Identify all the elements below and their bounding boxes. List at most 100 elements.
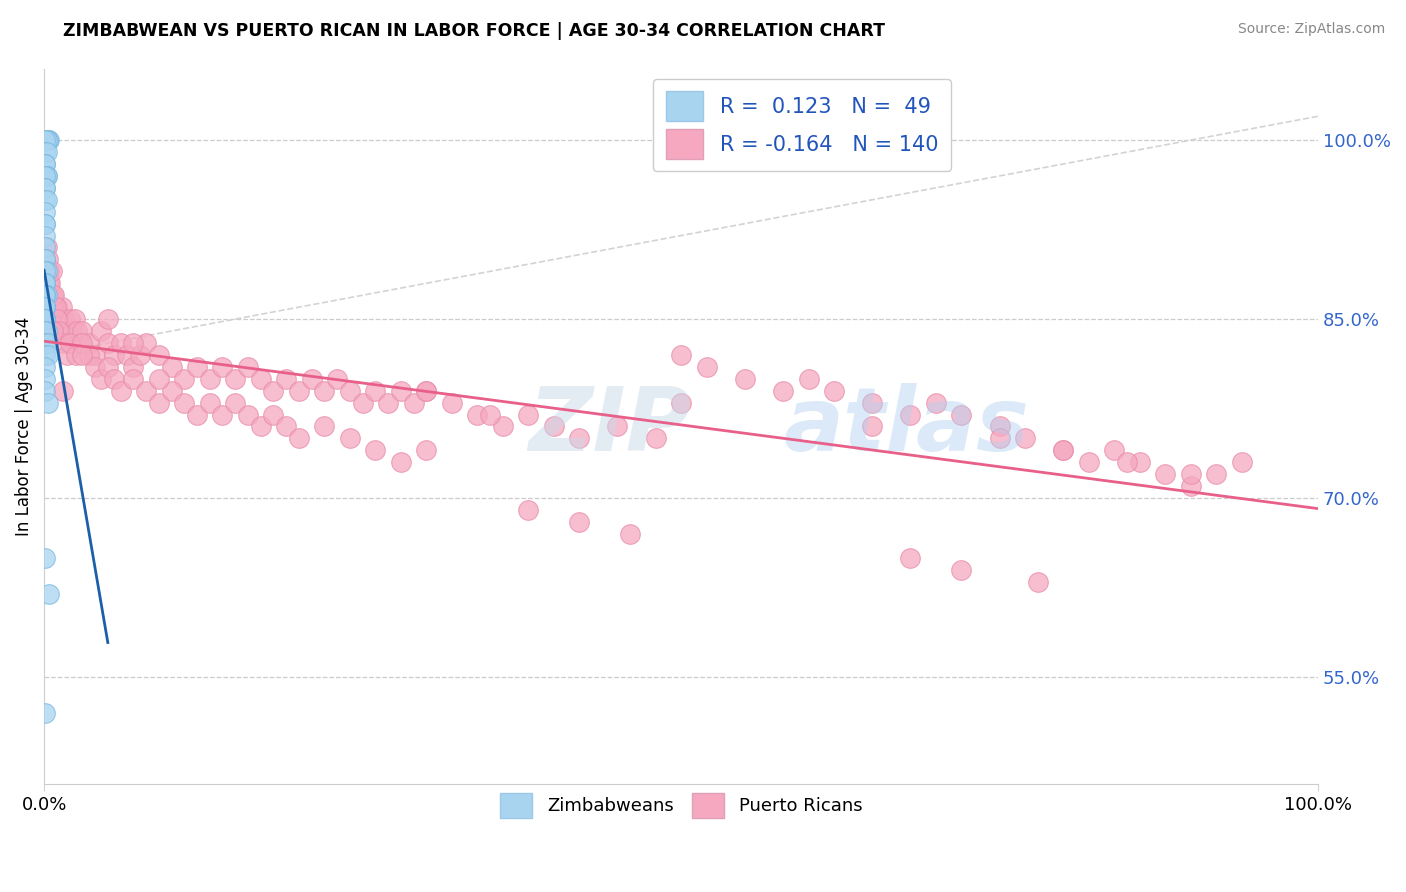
Point bbox=[900, 550, 922, 565]
Point bbox=[517, 408, 540, 422]
Point bbox=[135, 335, 157, 350]
Point bbox=[288, 384, 311, 398]
Point bbox=[415, 443, 437, 458]
Point bbox=[41, 300, 63, 314]
Point bbox=[39, 288, 62, 302]
Point bbox=[148, 372, 170, 386]
Point bbox=[35, 193, 58, 207]
Point bbox=[34, 300, 56, 314]
Point bbox=[34, 181, 56, 195]
Point bbox=[45, 312, 67, 326]
Point bbox=[58, 335, 80, 350]
Point bbox=[45, 300, 67, 314]
Point bbox=[1180, 467, 1202, 482]
Point bbox=[44, 288, 66, 302]
Point bbox=[900, 408, 922, 422]
Point bbox=[160, 384, 183, 398]
Point bbox=[415, 384, 437, 398]
Text: Source: ZipAtlas.com: Source: ZipAtlas.com bbox=[1237, 22, 1385, 37]
Point bbox=[34, 157, 56, 171]
Point bbox=[38, 586, 60, 600]
Point bbox=[160, 359, 183, 374]
Point bbox=[1205, 467, 1227, 482]
Point bbox=[51, 300, 73, 314]
Point bbox=[314, 419, 336, 434]
Point bbox=[37, 348, 59, 362]
Point bbox=[389, 384, 412, 398]
Point bbox=[42, 300, 65, 314]
Point bbox=[84, 348, 107, 362]
Point bbox=[34, 228, 56, 243]
Point bbox=[34, 312, 56, 326]
Point bbox=[339, 431, 361, 445]
Point bbox=[1052, 443, 1074, 458]
Point bbox=[42, 324, 65, 338]
Point bbox=[90, 324, 112, 338]
Point bbox=[314, 384, 336, 398]
Point bbox=[860, 419, 883, 434]
Point bbox=[198, 372, 221, 386]
Point bbox=[34, 384, 56, 398]
Point bbox=[276, 419, 298, 434]
Point bbox=[34, 335, 56, 350]
Point bbox=[34, 193, 56, 207]
Point bbox=[988, 419, 1011, 434]
Point bbox=[128, 348, 150, 362]
Point bbox=[988, 431, 1011, 445]
Point bbox=[1154, 467, 1177, 482]
Point bbox=[35, 264, 58, 278]
Point bbox=[301, 372, 323, 386]
Point bbox=[198, 395, 221, 409]
Point bbox=[236, 408, 259, 422]
Point bbox=[492, 419, 515, 434]
Point bbox=[35, 288, 58, 302]
Point bbox=[135, 384, 157, 398]
Point bbox=[211, 408, 233, 422]
Point bbox=[52, 335, 75, 350]
Point bbox=[173, 395, 195, 409]
Point bbox=[1104, 443, 1126, 458]
Point bbox=[34, 277, 56, 291]
Point bbox=[34, 312, 56, 326]
Point bbox=[249, 372, 271, 386]
Point bbox=[37, 252, 59, 267]
Point bbox=[1180, 479, 1202, 493]
Point bbox=[950, 408, 973, 422]
Point bbox=[950, 563, 973, 577]
Point bbox=[34, 359, 56, 374]
Point bbox=[148, 348, 170, 362]
Point bbox=[568, 431, 591, 445]
Point bbox=[122, 335, 145, 350]
Point bbox=[148, 395, 170, 409]
Point bbox=[41, 264, 63, 278]
Point bbox=[69, 335, 91, 350]
Point bbox=[115, 348, 138, 362]
Point bbox=[34, 288, 56, 302]
Point bbox=[34, 217, 56, 231]
Point bbox=[543, 419, 565, 434]
Point bbox=[65, 348, 87, 362]
Point bbox=[56, 348, 79, 362]
Point bbox=[34, 277, 56, 291]
Point bbox=[619, 526, 641, 541]
Point bbox=[84, 359, 107, 374]
Text: ZIMBABWEAN VS PUERTO RICAN IN LABOR FORCE | AGE 30-34 CORRELATION CHART: ZIMBABWEAN VS PUERTO RICAN IN LABOR FORC… bbox=[63, 22, 886, 40]
Point bbox=[389, 455, 412, 469]
Point bbox=[797, 372, 820, 386]
Point bbox=[339, 384, 361, 398]
Point bbox=[77, 335, 100, 350]
Point bbox=[72, 348, 94, 362]
Point bbox=[37, 288, 59, 302]
Point bbox=[606, 419, 628, 434]
Point bbox=[568, 515, 591, 529]
Point bbox=[236, 359, 259, 374]
Point bbox=[352, 395, 374, 409]
Point bbox=[440, 395, 463, 409]
Point bbox=[402, 395, 425, 409]
Point bbox=[63, 312, 86, 326]
Point bbox=[122, 359, 145, 374]
Point bbox=[48, 324, 70, 338]
Point bbox=[90, 372, 112, 386]
Point bbox=[186, 408, 208, 422]
Text: atlas: atlas bbox=[783, 383, 1029, 470]
